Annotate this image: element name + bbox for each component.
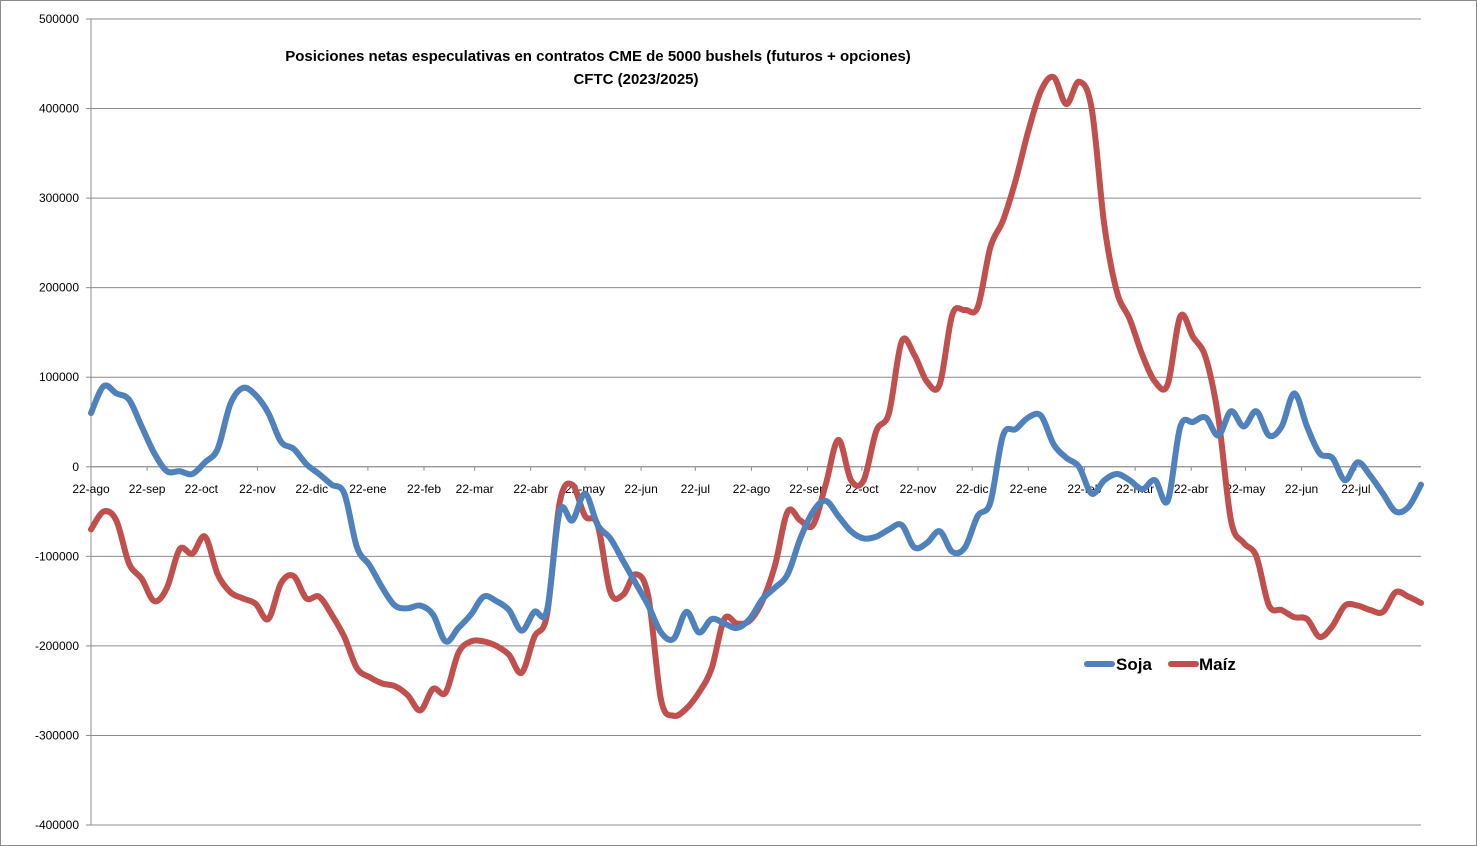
legend: Soja Maíz [1084,655,1236,674]
y-tick-label: 400000 [39,102,79,116]
series-line-soja [88,382,1424,645]
x-tick-label: 22-oct [185,482,219,496]
y-tick-label: 100000 [39,370,79,384]
x-tick-label: 22-nov [239,482,276,496]
x-tick-label: 22-ene [1010,482,1048,496]
legend-label-maiz: Maíz [1199,655,1236,674]
chart-subtitle: CFTC (2023/2025) [573,71,698,88]
x-tick-label: 22-abr [513,482,548,496]
x-tick-label: 22-feb [407,482,441,496]
x-tick-label: 22-jul [1341,482,1370,496]
chart-title-group: Posiciones netas especulativas en contra… [285,48,911,88]
x-tick-label: 22-jul [681,482,710,496]
x-tick-label: 22-nov [900,482,937,496]
x-tick-label: 22-sep [129,482,166,496]
y-tick-label: -200000 [35,639,79,653]
x-tick-label: 22-sep [789,482,826,496]
y-tick-label: -100000 [35,549,79,563]
x-tick-label: 22-jun [1285,482,1318,496]
grid-lines [91,18,1421,826]
x-tick-label: 22-abr [1174,482,1209,496]
y-tick-label: 0 [72,460,79,474]
x-tick-label: 22-jun [624,482,657,496]
y-tick-label: 300000 [39,191,79,205]
y-axis: -400000 -300000 -200000 -100000 0 100000 20000… [35,12,92,832]
x-tick-label: 22-dic [295,482,328,496]
y-tick-label: 500000 [39,12,79,26]
x-tick-label: 22-ago [733,482,771,496]
legend-label-soja: Soja [1116,655,1152,674]
x-tick-label: 22-ene [349,482,387,496]
x-tick-label: 22-dic [956,482,989,496]
x-tick-label: 22-may [1225,482,1265,496]
y-tick-label: -400000 [35,818,79,832]
x-tick-label: 22-ago [72,482,110,496]
y-tick-label: 200000 [39,281,79,295]
y-tick-label: -300000 [35,728,79,742]
series-lines [88,73,1424,719]
chart-title: Posiciones netas especulativas en contra… [285,48,911,65]
x-tick-label: 22-mar [456,482,494,496]
